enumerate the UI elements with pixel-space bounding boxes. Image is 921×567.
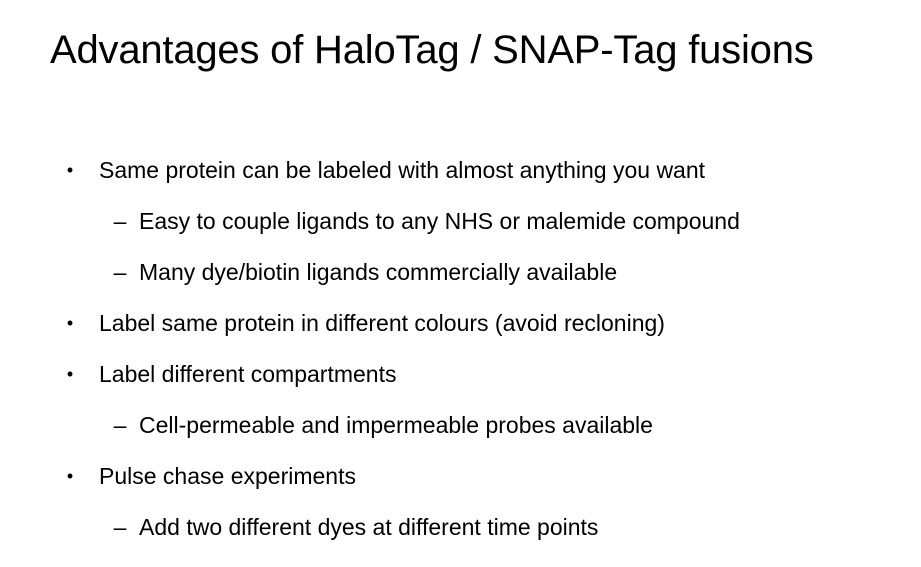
bullet-item: • Same protein can be labeled with almos… xyxy=(0,145,921,196)
bullet-marker: • xyxy=(66,313,74,333)
bullet-marker: • xyxy=(66,364,74,384)
bullet-marker: • xyxy=(66,160,74,180)
sub-bullet-item: – Easy to couple ligands to any NHS or m… xyxy=(0,196,921,247)
sub-bullet-item: – Cell-permeable and impermeable probes … xyxy=(0,400,921,451)
sub-bullet-marker: – xyxy=(113,412,127,438)
sub-bullet-marker: – xyxy=(113,259,127,285)
sub-bullet-item: – Add two different dyes at different ti… xyxy=(0,502,921,553)
bullet-text: Pulse chase experiments xyxy=(99,463,356,489)
bullet-text: Label different compartments xyxy=(99,361,397,387)
bullet-item: • Label different compartments xyxy=(0,349,921,400)
bullet-list: • Same protein can be labeled with almos… xyxy=(0,145,921,553)
sub-bullet-text: Many dye/biotin ligands commercially ava… xyxy=(139,259,618,285)
sub-bullet-item: – Many dye/biotin ligands commercially a… xyxy=(0,247,921,298)
sub-bullet-text: Add two different dyes at different time… xyxy=(139,514,599,540)
bullet-item: • Pulse chase experiments xyxy=(0,451,921,502)
slide-title: Advantages of HaloTag / SNAP-Tag fusions xyxy=(50,28,814,72)
bullet-item: • Label same protein in different colour… xyxy=(0,298,921,349)
sub-bullet-marker: – xyxy=(113,514,127,540)
bullet-text: Label same protein in different colours … xyxy=(99,310,665,336)
sub-bullet-text: Cell-permeable and impermeable probes av… xyxy=(139,412,653,438)
sub-bullet-text: Easy to couple ligands to any NHS or mal… xyxy=(139,208,740,234)
bullet-marker: • xyxy=(66,466,74,486)
sub-bullet-marker: – xyxy=(113,208,127,234)
bullet-text: Same protein can be labeled with almost … xyxy=(99,157,706,183)
